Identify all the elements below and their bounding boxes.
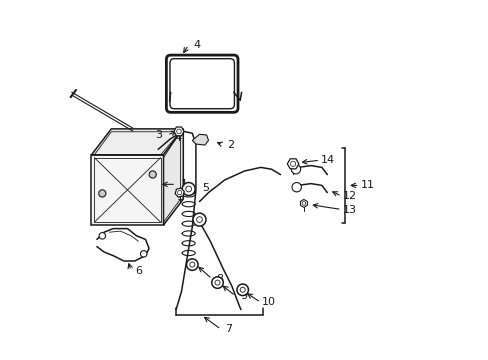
Polygon shape bbox=[163, 129, 183, 225]
Circle shape bbox=[149, 171, 156, 178]
Text: 10: 10 bbox=[261, 297, 275, 307]
Polygon shape bbox=[287, 159, 298, 169]
Text: 5: 5 bbox=[202, 183, 209, 193]
Text: 7: 7 bbox=[225, 324, 232, 334]
Circle shape bbox=[193, 213, 205, 226]
Text: 1: 1 bbox=[180, 179, 187, 189]
Polygon shape bbox=[174, 127, 183, 136]
Circle shape bbox=[99, 190, 106, 197]
Text: 4: 4 bbox=[193, 40, 200, 50]
Circle shape bbox=[140, 251, 146, 257]
Text: 6: 6 bbox=[135, 266, 142, 276]
Circle shape bbox=[291, 165, 300, 174]
Text: 14: 14 bbox=[320, 155, 334, 165]
Polygon shape bbox=[175, 188, 184, 197]
Circle shape bbox=[211, 277, 223, 288]
Text: 12: 12 bbox=[342, 191, 356, 201]
Text: 2: 2 bbox=[227, 140, 234, 150]
Circle shape bbox=[237, 284, 248, 296]
Text: 13: 13 bbox=[342, 204, 356, 215]
Text: 3: 3 bbox=[155, 130, 163, 140]
Polygon shape bbox=[192, 134, 208, 145]
Polygon shape bbox=[91, 155, 163, 225]
Circle shape bbox=[186, 259, 198, 270]
Polygon shape bbox=[91, 129, 183, 155]
Polygon shape bbox=[300, 199, 306, 207]
Circle shape bbox=[291, 183, 301, 192]
Text: 11: 11 bbox=[360, 180, 374, 190]
Circle shape bbox=[182, 183, 195, 195]
Text: 8: 8 bbox=[216, 274, 223, 284]
Circle shape bbox=[99, 233, 105, 239]
Text: 9: 9 bbox=[240, 291, 246, 301]
